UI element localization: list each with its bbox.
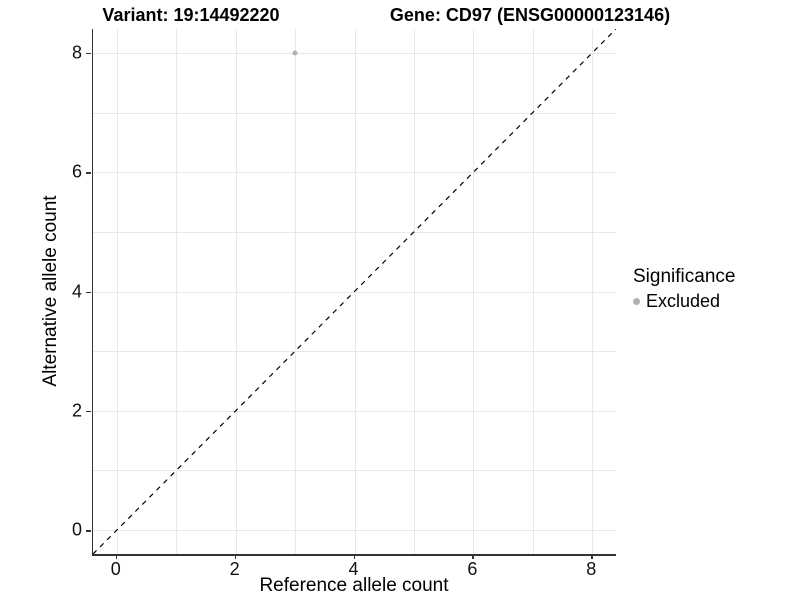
x-tick-label: 6 [467,559,478,579]
x-tick-mark [591,554,593,559]
plot-panel [92,29,616,556]
y-tick-mark [86,52,91,55]
y-tick-mark [86,172,91,174]
gridline-horizontal [93,52,616,54]
x-tick-label: 4 [348,559,359,579]
x-tick-mark [353,554,355,559]
y-tick-label: 6 [71,161,82,182]
legend-title: Significance [633,266,736,287]
x-tick-mark [472,554,474,559]
gridline-horizontal [93,291,616,293]
y-tick-label: 4 [71,281,82,301]
gridline-horizontal [93,172,616,174]
gridline-horizontal [93,410,616,412]
gridline-horizontal [93,351,616,353]
variant-title: Variant: 19:14492220 [102,5,280,25]
y-tick-label: 8 [71,42,82,63]
x-tick-mark [234,554,237,559]
gridline-horizontal [93,470,616,472]
gridline-horizontal [93,231,616,233]
x-axis-title: Reference allele count [259,575,449,596]
excluded-point-icon [633,298,640,305]
y-axis-title: Alternative allele count [40,195,61,387]
data-point [292,50,298,56]
x-tick-mark [115,554,118,559]
legend-item-excluded: Excluded [633,291,735,312]
gridline-horizontal [93,530,616,532]
y-tick-mark [86,291,91,293]
gene-title: Gene: CD97 (ENSG00000123146) [389,5,671,25]
x-tick-label: 0 [110,559,121,579]
y-tick-mark [86,530,91,532]
y-tick-label: 0 [71,519,82,540]
x-tick-label: 2 [229,559,240,579]
x-tick-label: 8 [586,559,597,579]
gridline-horizontal [93,112,616,114]
legend: Significance Excluded [633,266,735,312]
legend-item-label: Excluded [646,291,721,311]
y-tick-label: 2 [71,400,82,421]
y-tick-mark [86,410,91,413]
